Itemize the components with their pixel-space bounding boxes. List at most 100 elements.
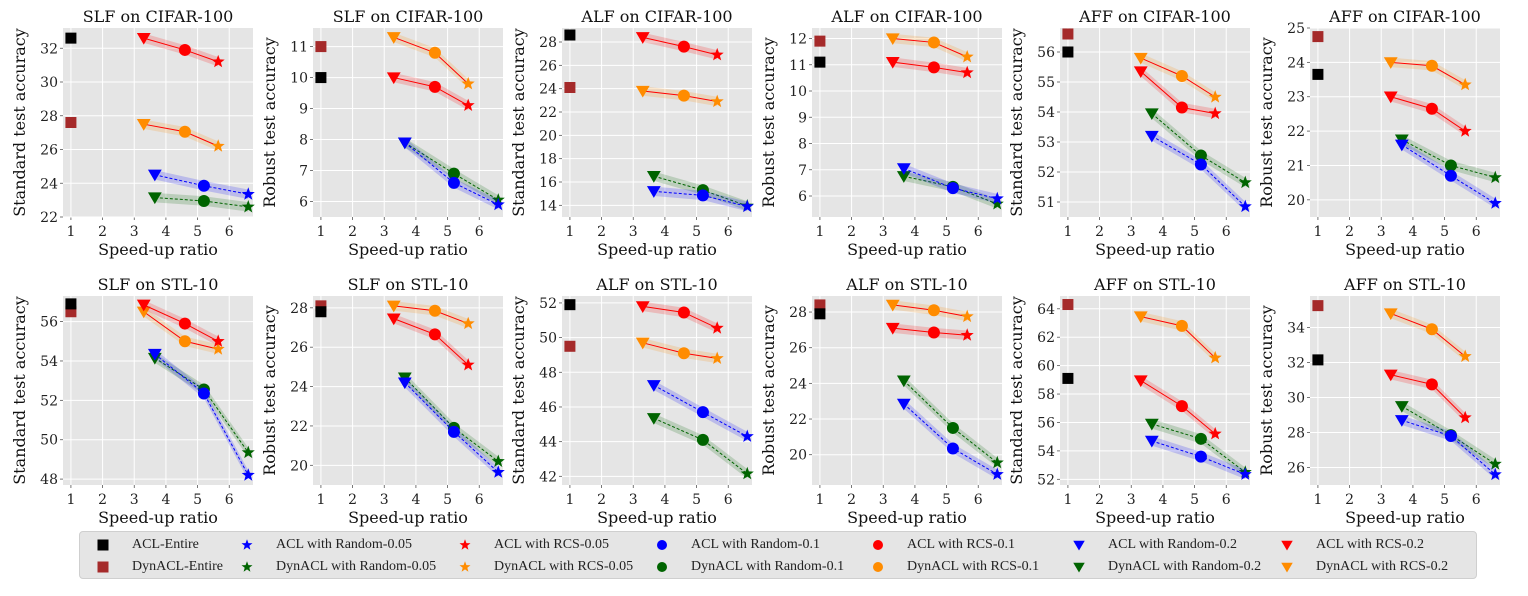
data-point: [1383, 369, 1398, 382]
data-point: [710, 321, 724, 334]
data-point: [885, 33, 900, 46]
x-tick-label: 1: [1313, 224, 1322, 240]
y-tick-label: 21: [1287, 158, 1305, 174]
y-tick-label: 55: [1037, 75, 1055, 91]
subplot-title: ALF on CIFAR-100: [830, 7, 982, 26]
y-tick-label: 24: [539, 82, 557, 98]
y-tick-label: 60: [1037, 359, 1055, 375]
x-tick-label: 3: [629, 224, 638, 240]
legend-label: DynACL-Entire: [132, 559, 223, 574]
circle-icon: [873, 540, 883, 550]
subplot-title: AFF on STL-10: [1343, 275, 1466, 294]
legend-item: ACL with Random-0.1: [653, 535, 820, 555]
data-point: [491, 465, 505, 478]
series-line: [903, 380, 998, 464]
data-point: [397, 137, 412, 150]
data-point: [635, 85, 650, 98]
y-tick-label: 18: [539, 152, 557, 168]
y-axis-label: Standard test accuracy: [1007, 28, 1026, 217]
baseline-acl-entire: [1312, 68, 1324, 80]
y-tick-label: 48: [40, 472, 58, 488]
data-point: [696, 433, 709, 446]
data-point: [447, 425, 460, 438]
baseline-dynacl-entire: [814, 299, 826, 311]
data-point: [211, 54, 225, 68]
data-point: [635, 337, 650, 350]
y-tick-label: 26: [789, 341, 807, 357]
y-tick-label: 26: [539, 58, 557, 74]
data-point: [960, 328, 974, 341]
data-point: [397, 377, 412, 390]
y-tick-label: 54: [1037, 444, 1055, 460]
confidence-band: [404, 137, 499, 210]
data-point: [710, 47, 724, 61]
x-tick-label: 1: [1063, 224, 1072, 240]
baseline-acl-entire: [564, 299, 576, 311]
x-tick-label: 5: [942, 224, 951, 240]
x-axis-label: Speed-up ratio: [1095, 508, 1215, 527]
star-icon: [459, 539, 471, 550]
plot-area: [63, 296, 253, 485]
data-point: [1458, 77, 1472, 91]
x-tick-label: 6: [1222, 224, 1231, 240]
x-tick-label: 1: [565, 224, 574, 240]
confidence-band: [1401, 134, 1496, 183]
triangle-down-icon: [1281, 562, 1293, 573]
legend-item: DynACL with RCS-0.1: [869, 557, 1039, 577]
y-tick-label: 34: [1287, 321, 1305, 337]
data-point: [646, 413, 661, 425]
data-point: [990, 197, 1004, 210]
confidence-band: [393, 313, 469, 370]
x-tick-label: 4: [411, 224, 420, 240]
data-point: [740, 199, 754, 213]
data-point: [241, 445, 255, 459]
data-point: [1194, 149, 1207, 162]
legend-label: DynACL with Random-0.1: [691, 559, 845, 574]
data-point: [491, 454, 505, 467]
legend-label: ACL with Random-0.2: [1108, 537, 1237, 552]
series-line: [404, 142, 499, 206]
data-point: [1444, 169, 1457, 182]
x-tick-label: 5: [692, 224, 701, 240]
data-point: [1488, 196, 1502, 209]
baseline-acl-entire: [1312, 354, 1324, 366]
legend-marker: [1073, 562, 1085, 573]
legend-marker: [873, 562, 883, 572]
y-tick-label: 20: [1287, 193, 1305, 209]
data-point: [885, 299, 900, 312]
legend-label: ACL with Random-0.1: [691, 537, 820, 552]
data-point: [428, 304, 441, 317]
subplot-title: ALF on STL-10: [845, 275, 967, 294]
star-icon: [241, 539, 253, 550]
confidence-band: [1390, 92, 1466, 136]
data-point: [896, 375, 911, 388]
y-axis-label: Robust test accuracy: [260, 37, 279, 208]
y-tick-label: 20: [789, 448, 807, 464]
baseline-dynacl-entire: [65, 306, 77, 318]
x-tick-label: 4: [1158, 492, 1167, 508]
data-point: [1488, 467, 1502, 481]
x-tick-label: 2: [597, 224, 606, 240]
x-tick-label: 2: [348, 492, 357, 508]
legend-label: DynACL with Random-0.2: [1108, 559, 1262, 574]
data-point: [428, 46, 441, 59]
x-tick-label: 4: [411, 492, 420, 508]
legend-marker: [97, 561, 109, 573]
y-tick-label: 52: [1037, 165, 1055, 181]
x-tick-label: 2: [98, 224, 107, 240]
data-point: [1425, 59, 1438, 72]
x-tick-label: 3: [879, 224, 888, 240]
data-point: [960, 50, 974, 63]
y-tick-label: 56: [40, 315, 58, 331]
legend-item: ACL with RCS-0.05: [456, 535, 609, 555]
y-axis-label: Standard test accuracy: [1007, 296, 1026, 485]
data-point: [646, 170, 661, 183]
subplot: 1 2 3 4 5 6 22 24 26 28 30 32 SLF on CIFAR-100 Speed-…: [10, 7, 255, 259]
y-tick-label: 20: [539, 128, 557, 144]
x-tick-label: 3: [380, 492, 389, 508]
data-point: [1238, 467, 1252, 480]
y-tick-label: 26: [290, 340, 308, 356]
subplot: 1 2 3 4 5 6 20 22 24 26 28 SLF on STL-10 Speed-up ra…: [260, 275, 505, 527]
